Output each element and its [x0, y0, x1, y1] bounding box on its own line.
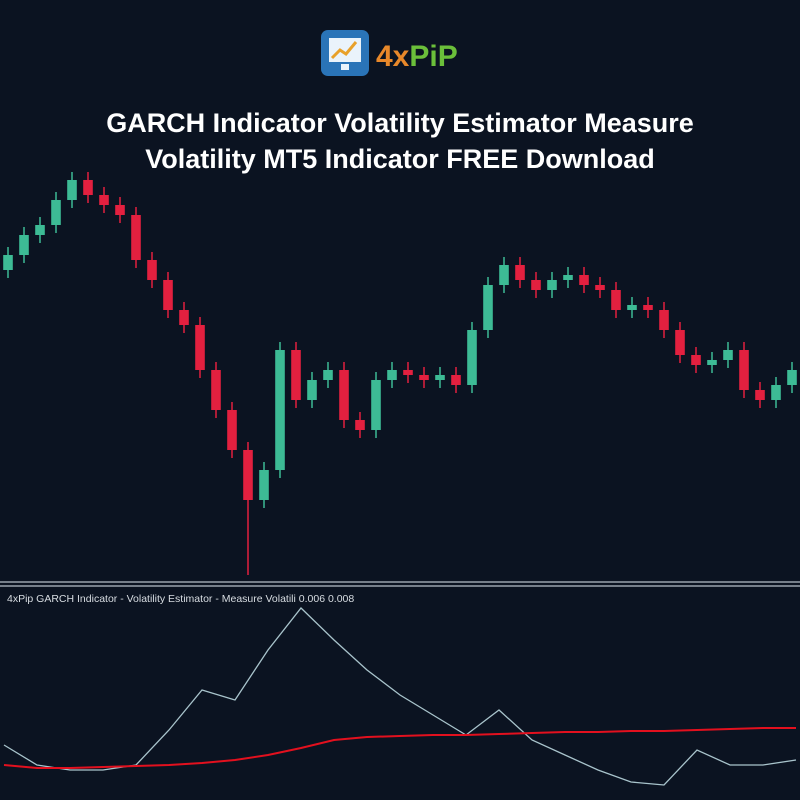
candle-body — [275, 350, 285, 470]
candle-body — [451, 375, 461, 385]
candle-body — [291, 350, 301, 400]
candle-body — [595, 285, 605, 290]
candle-body — [227, 410, 237, 450]
candle-body — [195, 325, 205, 370]
candle-body — [435, 375, 445, 380]
candles-layer — [3, 172, 797, 575]
candle-body — [147, 260, 157, 280]
candle-body — [707, 360, 717, 365]
candle-body — [387, 370, 397, 380]
candle-body — [579, 275, 589, 285]
candle-body — [419, 375, 429, 380]
title-line: GARCH Indicator Volatility Estimator Mea… — [106, 108, 694, 138]
candle-body — [739, 350, 749, 390]
candle-body — [371, 380, 381, 430]
candle-body — [339, 370, 349, 420]
logo-stand — [341, 64, 349, 70]
candle-body — [323, 370, 333, 380]
candle-body — [467, 330, 477, 385]
candle-body — [19, 235, 29, 255]
title-line: Volatility MT5 Indicator FREE Download — [145, 144, 655, 174]
candle-body — [51, 200, 61, 225]
candle-body — [355, 420, 365, 430]
candle-body — [3, 255, 13, 270]
logo: 4xPiP — [321, 30, 458, 76]
candle-body — [515, 265, 525, 280]
candle-body — [67, 180, 77, 200]
candle-body — [531, 280, 541, 290]
candle-body — [611, 290, 621, 310]
candle-body — [547, 280, 557, 290]
candle-body — [691, 355, 701, 365]
candle-body — [403, 370, 413, 375]
candle-body — [787, 370, 797, 385]
candle-body — [483, 285, 493, 330]
candle-body — [83, 180, 93, 195]
candle-body — [115, 205, 125, 215]
candle-body — [659, 310, 669, 330]
candle-body — [643, 305, 653, 310]
candle-body — [771, 385, 781, 400]
candle-body — [35, 225, 45, 235]
candle-body — [755, 390, 765, 400]
indicator-line — [3, 727, 796, 769]
candle-body — [131, 215, 141, 260]
candle-body — [163, 280, 173, 310]
candle-body — [499, 265, 509, 285]
logo-arrow — [330, 41, 358, 60]
logo-screen — [329, 38, 361, 62]
candle-body — [723, 350, 733, 360]
candle-body — [243, 450, 253, 500]
candle-body — [563, 275, 573, 280]
candle-body — [179, 310, 189, 325]
candle-body — [675, 330, 685, 355]
logo-text: 4xPiP — [376, 40, 458, 73]
logo-prefix: 4x — [376, 40, 410, 73]
logo-suffix: PiP — [409, 40, 457, 73]
candle-body — [307, 380, 317, 400]
indicator-layer — [3, 607, 797, 786]
candle-body — [99, 195, 109, 205]
candle-body — [259, 470, 269, 500]
indicator-title: 4xPip GARCH Indicator - Volatility Estim… — [7, 593, 354, 605]
candle-body — [211, 370, 221, 410]
candle-body — [627, 305, 637, 310]
